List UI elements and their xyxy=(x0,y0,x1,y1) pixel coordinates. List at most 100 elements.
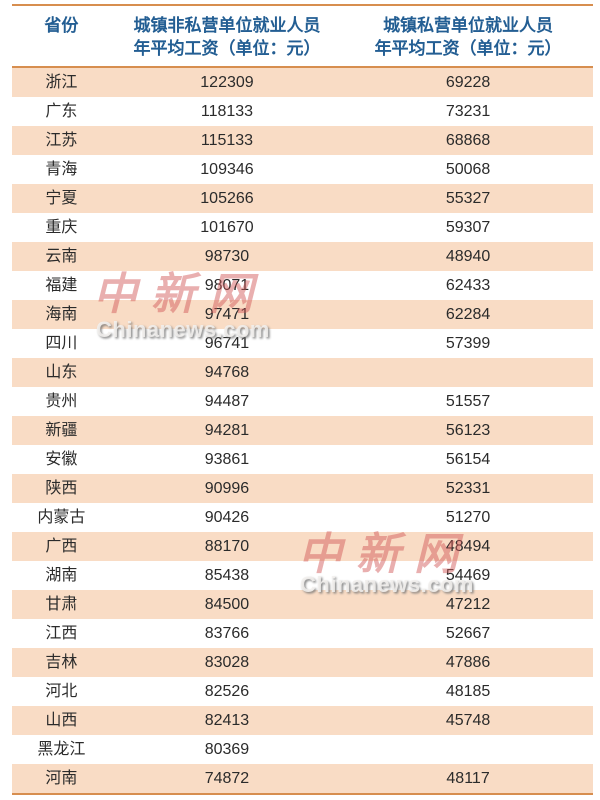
table-row: 甘肃 84500 47212 xyxy=(12,590,593,619)
province-cell: 江苏 xyxy=(45,132,78,149)
table-row: 吉林 83028 47886 xyxy=(12,648,593,677)
private-wage-cell: 47886 xyxy=(445,654,491,671)
nonprivate-wage-cell: 97471 xyxy=(204,306,250,323)
province-cell: 海南 xyxy=(45,306,78,323)
nonprivate-wage-cell: 90426 xyxy=(204,509,250,526)
private-wage-cell xyxy=(343,735,593,764)
table-row: 黑龙江 80369 xyxy=(12,735,593,764)
province-cell: 云南 xyxy=(45,248,78,265)
province-cell: 山西 xyxy=(45,712,78,729)
private-wage-cell: 48117 xyxy=(446,770,490,787)
nonprivate-wage-cell: 82526 xyxy=(204,683,250,700)
table-row: 江西 83766 52667 xyxy=(12,619,593,648)
column-header-province: 省份 xyxy=(44,16,79,35)
province-cell: 安徽 xyxy=(45,451,78,468)
nonprivate-wage-cell: 122309 xyxy=(200,74,254,91)
nonprivate-wage-cell: 88170 xyxy=(204,538,250,555)
province-cell: 广东 xyxy=(45,103,78,120)
nonprivate-wage-cell: 93861 xyxy=(204,451,250,468)
province-cell: 宁夏 xyxy=(45,190,78,207)
table-body: 浙江 122309 69228 广东 118133 73231 江苏 11513… xyxy=(12,68,593,793)
nonprivate-wage-cell: 115133 xyxy=(200,132,254,149)
nonprivate-wage-cell: 83028 xyxy=(204,654,250,671)
nonprivate-wage-cell: 94487 xyxy=(204,393,250,410)
private-wage-cell: 56123 xyxy=(445,422,491,439)
private-wage-cell: 73231 xyxy=(445,103,491,120)
province-cell: 江西 xyxy=(45,625,78,642)
table-row: 河北 82526 48185 xyxy=(12,677,593,706)
nonprivate-wage-cell: 105266 xyxy=(200,190,254,207)
table-row: 江苏 115133 68868 xyxy=(12,126,593,155)
private-wage-cell: 50068 xyxy=(445,161,491,178)
private-wage-cell: 54469 xyxy=(445,567,491,584)
province-cell: 吉林 xyxy=(45,654,78,671)
private-wage-cell: 51557 xyxy=(445,393,491,410)
private-wage-cell: 57399 xyxy=(445,335,491,352)
province-cell: 陕西 xyxy=(45,480,78,497)
province-cell: 黑龙江 xyxy=(37,741,86,758)
table-row: 山西 82413 45748 xyxy=(12,706,593,735)
private-wage-cell: 62433 xyxy=(445,277,491,294)
nonprivate-wage-cell: 85438 xyxy=(204,567,250,584)
province-cell: 广西 xyxy=(45,538,78,555)
nonprivate-wage-cell: 82413 xyxy=(204,712,250,729)
nonprivate-wage-cell: 83766 xyxy=(204,625,250,642)
province-cell: 四川 xyxy=(45,335,78,352)
province-cell: 新疆 xyxy=(45,422,78,439)
nonprivate-wage-cell: 84500 xyxy=(204,596,250,613)
province-cell: 山东 xyxy=(45,364,78,381)
table-header: 省份 城镇非私营单位就业人员 年平均工资（单位：元） 城镇私营单位就业人员 年平… xyxy=(12,6,593,68)
nonprivate-wage-cell: 118133 xyxy=(200,103,254,120)
table-row: 新疆 94281 56123 xyxy=(12,416,593,445)
private-wage-cell: 56154 xyxy=(445,451,491,468)
private-wage-cell xyxy=(343,358,593,387)
column-header-nonprivate-wage: 城镇非私营单位就业人员 年平均工资（单位：元） xyxy=(111,14,343,60)
table-row: 安徽 93861 56154 xyxy=(12,445,593,474)
header-line-1: 城镇私营单位就业人员 xyxy=(383,16,554,35)
province-cell: 福建 xyxy=(45,277,78,294)
column-header-private-wage: 城镇私营单位就业人员 年平均工资（单位：元） xyxy=(343,14,593,60)
private-wage-cell: 69228 xyxy=(445,74,491,91)
private-wage-cell: 45748 xyxy=(445,712,491,729)
table-row: 湖南 85438 54469 xyxy=(12,561,593,590)
header-line-2: 年平均工资（单位：元） xyxy=(374,39,562,58)
province-cell: 河南 xyxy=(45,770,78,787)
nonprivate-wage-cell: 98071 xyxy=(204,277,250,294)
nonprivate-wage-cell: 101670 xyxy=(200,219,254,236)
table-row: 内蒙古 90426 51270 xyxy=(12,503,593,532)
table-row: 浙江 122309 69228 xyxy=(12,68,593,97)
province-cell: 湖南 xyxy=(45,567,78,584)
header-line-1: 城镇非私营单位就业人员 xyxy=(133,16,321,35)
province-cell: 贵州 xyxy=(45,393,78,410)
province-cell: 河北 xyxy=(45,683,78,700)
table-row: 广东 118133 73231 xyxy=(12,97,593,126)
table-row: 重庆 101670 59307 xyxy=(12,213,593,242)
private-wage-cell: 48494 xyxy=(445,538,491,555)
province-cell: 浙江 xyxy=(45,74,78,91)
nonprivate-wage-cell: 98730 xyxy=(204,248,250,265)
private-wage-cell: 52331 xyxy=(445,480,491,497)
private-wage-cell: 52667 xyxy=(445,625,491,642)
private-wage-cell: 51270 xyxy=(445,509,491,526)
table-row: 青海 109346 50068 xyxy=(12,155,593,184)
province-cell: 青海 xyxy=(45,161,78,178)
nonprivate-wage-cell: 80369 xyxy=(204,741,250,758)
table-row: 贵州 94487 51557 xyxy=(12,387,593,416)
wage-table: 省份 城镇非私营单位就业人员 年平均工资（单位：元） 城镇私营单位就业人员 年平… xyxy=(12,4,593,795)
nonprivate-wage-cell: 74872 xyxy=(204,770,250,787)
province-cell: 重庆 xyxy=(45,219,78,236)
table-row: 河南 74872 48117 xyxy=(12,764,593,793)
private-wage-cell: 68868 xyxy=(445,132,491,149)
private-wage-cell: 62284 xyxy=(445,306,491,323)
table-row: 山东 94768 xyxy=(12,358,593,387)
nonprivate-wage-cell: 96741 xyxy=(204,335,250,352)
header-line-2: 年平均工资（单位：元） xyxy=(133,39,321,58)
table-row: 福建 98071 62433 xyxy=(12,271,593,300)
private-wage-cell: 48940 xyxy=(445,248,491,265)
table-row: 广西 88170 48494 xyxy=(12,532,593,561)
nonprivate-wage-cell: 90996 xyxy=(204,480,250,497)
table-row: 四川 96741 57399 xyxy=(12,329,593,358)
nonprivate-wage-cell: 94768 xyxy=(204,364,250,381)
private-wage-cell: 47212 xyxy=(445,596,491,613)
province-cell: 内蒙古 xyxy=(37,509,86,526)
